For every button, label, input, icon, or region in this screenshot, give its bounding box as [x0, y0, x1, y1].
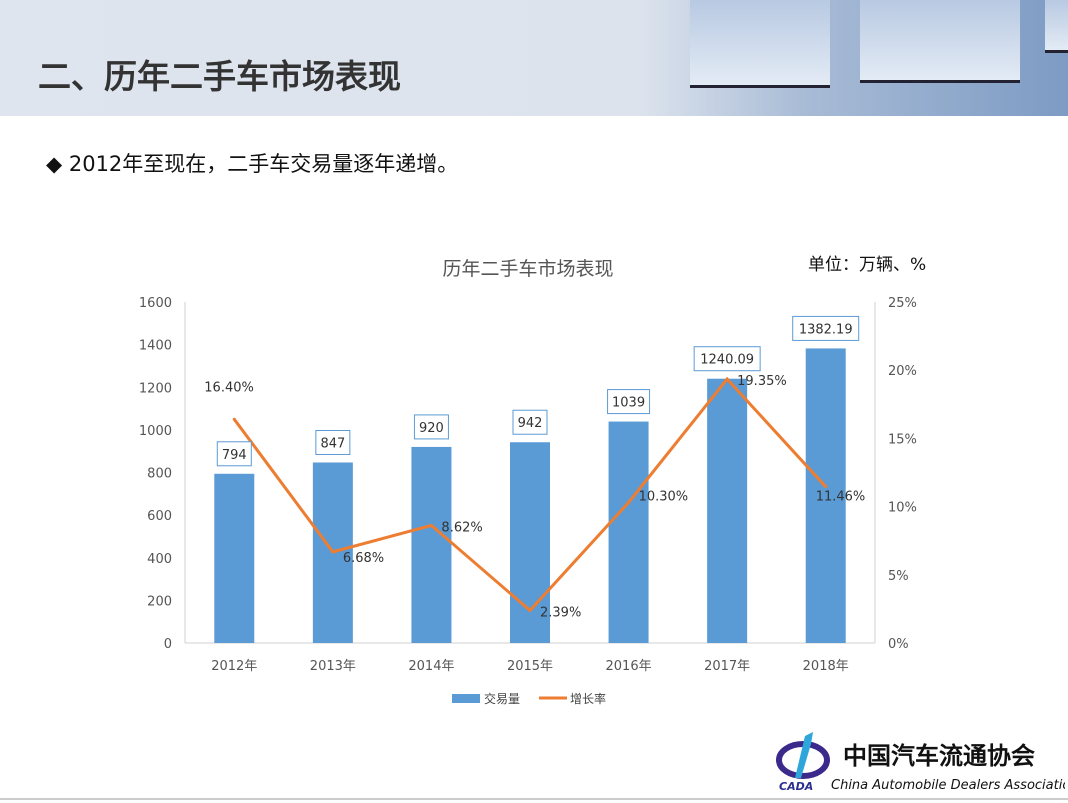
x-tick-label: 2017年: [704, 659, 750, 674]
line-data-label: 19.35%: [737, 374, 787, 389]
left-tick-label: 1000: [139, 424, 172, 439]
footer-divider: [0, 798, 1068, 800]
left-tick-label: 1200: [139, 381, 172, 396]
right-tick-label: 5%: [888, 569, 909, 584]
bar-label-box: [792, 315, 860, 341]
line-data-label: 2.39%: [540, 605, 581, 620]
right-tick-label: 20%: [888, 364, 917, 379]
diamond-icon: ◆: [46, 152, 63, 176]
bar-label-box: [315, 429, 351, 455]
legend: 交易量 增长率: [452, 691, 606, 706]
bar: [805, 348, 846, 643]
line-point: [429, 523, 433, 527]
left-tick-label: 600: [147, 509, 172, 524]
svg-text:中国汽车流通协会: 中国汽车流通协会: [843, 742, 1035, 770]
line-point: [232, 417, 236, 421]
x-tick-label: 2014年: [408, 659, 454, 674]
line-point: [331, 550, 335, 554]
left-tick-label: 1600: [139, 296, 172, 311]
line-data-label: 6.68%: [343, 551, 384, 566]
right-tick-label: 0%: [888, 637, 909, 652]
bar-data-label: 847: [320, 436, 345, 451]
svg-text:CADA: CADA: [779, 780, 813, 793]
page-title: 二、历年二手车市场表现: [38, 57, 401, 96]
x-tick-label: 2016年: [606, 659, 652, 674]
bar: [411, 446, 452, 643]
left-tick-label: 1400: [139, 339, 172, 354]
unit-note: 单位：万辆、%: [808, 255, 926, 275]
line-data-label: 10.30%: [639, 490, 689, 505]
left-tick-label: 400: [147, 552, 172, 567]
bar-label-box: [693, 346, 761, 372]
x-tick-label: 2018年: [803, 659, 849, 674]
bar-label-box: [413, 414, 449, 440]
line-point: [528, 608, 532, 612]
bar-data-label: 920: [419, 421, 444, 436]
decor-cube: [860, 0, 1020, 83]
bar: [608, 421, 649, 643]
bar: [214, 473, 255, 643]
bar-label-box: [607, 389, 651, 415]
line-point: [725, 377, 729, 381]
left-tick-label: 200: [147, 594, 172, 609]
bullet-text: 2012年至现在，二手车交易量逐年递增。: [68, 152, 459, 176]
line-data-label: 11.46%: [816, 490, 866, 505]
line-data-label: 16.40%: [204, 380, 254, 395]
right-tick-label: 10%: [888, 501, 917, 516]
bar-data-label: 1039: [612, 396, 645, 411]
legend-label-line: 增长率: [570, 691, 606, 706]
line-data-label: 8.62%: [441, 520, 482, 535]
svg-text:China Automobile Dealers Assoc: China Automobile Dealers Association: [831, 778, 1065, 793]
bar-label-box: [216, 441, 252, 467]
legend-swatch-bar: [452, 694, 480, 703]
bar: [707, 378, 748, 643]
bullet-point: ◆ 2012年至现在，二手车交易量逐年递增。: [46, 148, 458, 178]
left-tick-label: 0: [164, 637, 172, 652]
header-banner: [0, 0, 1068, 116]
x-tick-label: 2012年: [211, 659, 257, 674]
x-tick-label: 2013年: [310, 659, 356, 674]
decor-cube: [690, 0, 830, 88]
x-tick-label: 2015年: [507, 659, 553, 674]
legend-label-bar: 交易量: [484, 691, 520, 706]
decor-cube: [1045, 0, 1068, 53]
bar-data-label: 942: [518, 416, 543, 431]
chart-title: 历年二手车市场表现: [442, 258, 613, 280]
bar-data-label: 1382.19: [799, 322, 853, 337]
bar-data-label: 794: [222, 448, 247, 463]
left-tick-label: 800: [147, 467, 172, 482]
cada-logo: CADA 中国汽车流通协会 China Automobile Dealers A…: [776, 732, 1065, 793]
right-tick-label: 25%: [888, 296, 917, 311]
bar-data-label: 1240.09: [700, 353, 754, 368]
bar-label-box: [512, 409, 548, 435]
line-point: [824, 485, 828, 489]
line-point: [627, 501, 631, 505]
right-tick-label: 15%: [888, 432, 917, 447]
